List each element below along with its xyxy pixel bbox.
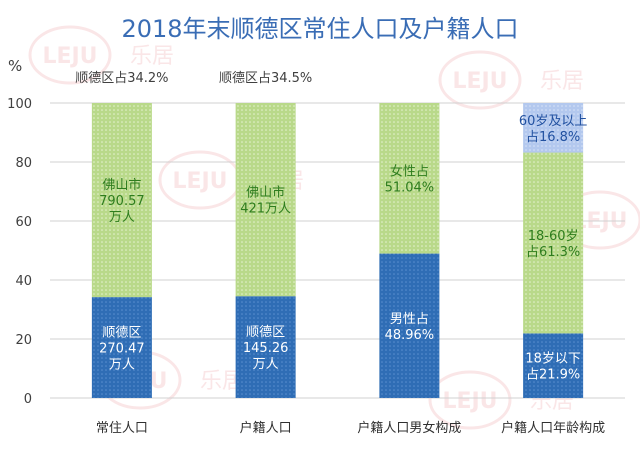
segment-label: 佛山市 bbox=[246, 185, 285, 201]
segment-label: 顺德区 bbox=[102, 326, 141, 341]
segment-label: 145.26 bbox=[243, 341, 289, 356]
watermark-brand: LEJU bbox=[452, 69, 507, 94]
segment-label: 51.04% bbox=[385, 180, 435, 195]
watermark-brand: LEJU bbox=[442, 389, 497, 414]
bar-segment bbox=[379, 103, 440, 254]
bar-segment bbox=[235, 103, 296, 297]
segment-label: 270.47 bbox=[99, 342, 145, 357]
top-notes: 顺德区占34.2% 顺德区占34.5% bbox=[75, 71, 312, 86]
top-note: 顺德区占34.5% bbox=[219, 71, 312, 86]
y-tick-label: 100 bbox=[7, 97, 32, 112]
watermark-logo: LEJU 乐居 bbox=[28, 25, 174, 85]
bar-segment bbox=[91, 297, 152, 398]
x-tick-label: 户籍人口年龄构成 bbox=[501, 420, 605, 436]
segment-label: 占21.9% bbox=[526, 368, 580, 383]
watermark-logo: LEJU 乐居 bbox=[438, 50, 584, 110]
segment-label: 万人 bbox=[253, 357, 279, 372]
y-tick-label: 60 bbox=[15, 215, 32, 230]
bar-segment bbox=[523, 103, 584, 153]
y-tick-label: 40 bbox=[15, 274, 32, 289]
x-axis-labels: 常住人口 户籍人口 户籍人口男女构成 户籍人口年龄构成 bbox=[96, 420, 605, 436]
segment-label: 万人 bbox=[109, 210, 135, 225]
y-axis-unit: % bbox=[8, 57, 22, 75]
segment-label: 女性占 bbox=[390, 163, 429, 179]
watermark-brand: LEJU bbox=[42, 44, 97, 69]
segment-label: 790.57 bbox=[99, 194, 145, 209]
segment-label: 18-60岁 bbox=[528, 229, 579, 244]
segment-label: 占61.3% bbox=[526, 245, 580, 260]
segment-label: 佛山市 bbox=[102, 177, 141, 193]
segment-label: 万人 bbox=[109, 358, 135, 373]
segment-labels: 顺德区270.47万人佛山市790.57万人顺德区145.26万人佛山市421万… bbox=[99, 114, 587, 383]
bar-segment bbox=[523, 152, 584, 334]
bar-segment bbox=[91, 103, 152, 298]
segment-label: 顺德区 bbox=[246, 325, 285, 340]
y-tick-label: 0 bbox=[24, 392, 32, 407]
y-axis-ticks: 0 20 40 60 80 100 bbox=[7, 97, 32, 407]
chart-title: 2018年末顺德区常住人口及户籍人口 bbox=[121, 15, 518, 43]
x-tick-label: 户籍人口男女构成 bbox=[357, 420, 461, 436]
bar-segment bbox=[235, 296, 296, 398]
top-note: 顺德区占34.2% bbox=[75, 71, 168, 86]
bar-segment bbox=[523, 333, 584, 398]
segment-label: 占16.8% bbox=[526, 130, 580, 145]
segment-label: 421万人 bbox=[240, 202, 291, 217]
watermark-cn: 乐居 bbox=[130, 44, 174, 69]
y-tick-label: 80 bbox=[15, 156, 32, 171]
bar-segment bbox=[379, 253, 440, 398]
x-tick-label: 常住人口 bbox=[96, 421, 148, 436]
x-tick-label: 户籍人口 bbox=[240, 420, 292, 436]
bars bbox=[91, 103, 584, 398]
segment-label: 60岁及以上 bbox=[519, 114, 588, 129]
watermark-cn: 乐居 bbox=[540, 69, 584, 94]
segment-label: 男性占 bbox=[390, 312, 429, 327]
y-tick-label: 20 bbox=[15, 333, 32, 348]
watermark-brand: LEJU bbox=[172, 169, 227, 194]
segment-label: 48.96% bbox=[385, 328, 435, 343]
segment-label: 18岁以下 bbox=[525, 352, 581, 367]
